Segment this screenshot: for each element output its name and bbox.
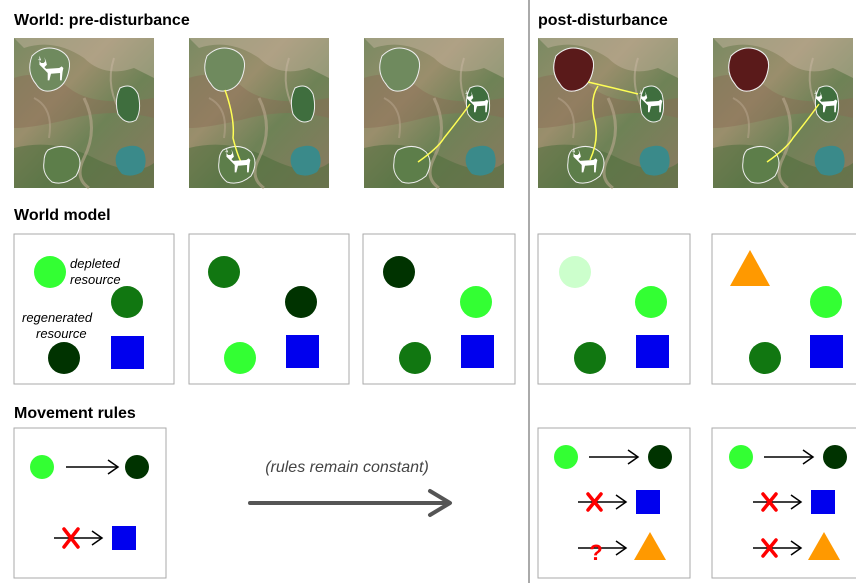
blue-square xyxy=(111,336,144,369)
blue-square xyxy=(636,490,660,514)
disturbed-area xyxy=(728,47,769,92)
depleted-resource-circle xyxy=(554,445,578,469)
orange-triangle xyxy=(634,532,666,560)
world-image-1 xyxy=(12,36,156,190)
heading-movement-rules: Movement rules xyxy=(14,405,136,422)
regenerated-resource-circle xyxy=(648,445,672,469)
heading-world-pre: World: pre-disturbance xyxy=(14,12,190,29)
depleted-resource-circle xyxy=(34,256,66,288)
depleted-resource-circle xyxy=(460,286,492,318)
blocked-arrow xyxy=(578,492,628,512)
blue-square xyxy=(811,490,835,514)
movement-path xyxy=(587,81,639,161)
cross-icon xyxy=(586,492,603,512)
medium-resource-circle xyxy=(574,342,606,374)
depleted-resource-circle xyxy=(224,342,256,374)
blocked-arrow xyxy=(753,538,803,558)
depleted-resource-circle xyxy=(810,286,842,318)
question-icon: ? xyxy=(589,540,602,565)
medium-resource-circle xyxy=(399,342,431,374)
world-image-5 xyxy=(713,38,855,188)
blue-square xyxy=(461,335,494,368)
heading-world-post: post-disturbance xyxy=(538,12,668,29)
blue-square xyxy=(112,526,136,550)
depleted-resource-circle xyxy=(30,455,54,479)
regenerated-resource-circle xyxy=(48,342,80,374)
model-panel-2 xyxy=(188,233,350,385)
depleted-resource-circle xyxy=(729,445,753,469)
model-panel-5 xyxy=(711,233,856,385)
movement-path xyxy=(417,103,471,163)
model-panel-4 xyxy=(537,233,691,385)
rules-panel-1 xyxy=(13,427,167,579)
rules-panel-3 xyxy=(711,427,856,579)
rules-panel-2: ? xyxy=(537,427,691,579)
world-image-3 xyxy=(362,36,506,190)
unknown-arrow: ? xyxy=(578,540,628,565)
arrow-right-icon xyxy=(589,449,640,465)
movement-path xyxy=(224,89,242,163)
regenerated-resource-circle xyxy=(125,455,149,479)
cross-icon xyxy=(62,527,80,549)
regenerated-resource-circle xyxy=(823,445,847,469)
faded-resource-circle xyxy=(559,256,591,288)
blue-square xyxy=(286,335,319,368)
medium-resource-circle xyxy=(749,342,781,374)
heading-world-model: World model xyxy=(14,207,111,224)
depleted-label-2: resource xyxy=(70,272,121,287)
model-panel-3 xyxy=(362,233,516,385)
disturbed-area xyxy=(553,47,594,92)
model-panel-1: depleted resource regenerated resource xyxy=(13,233,175,385)
regenerated-label-2: resource xyxy=(36,326,87,341)
arrow-right-icon xyxy=(764,449,815,465)
orange-triangle xyxy=(808,532,840,560)
rules-caption: (rules remain constant) xyxy=(265,459,429,476)
medium-resource-circle xyxy=(111,286,143,318)
depleted-resource-circle xyxy=(635,286,667,318)
arrow-right-icon xyxy=(66,459,120,475)
world-image-2 xyxy=(187,36,331,190)
blue-square xyxy=(810,335,843,368)
orange-triangle xyxy=(730,250,770,286)
blocked-arrow xyxy=(753,492,803,512)
world-image-4 xyxy=(536,36,680,190)
regenerated-label: regenerated xyxy=(22,310,93,325)
regenerated-resource-circle xyxy=(383,256,415,288)
movement-path xyxy=(766,103,820,163)
medium-resource-circle xyxy=(208,256,240,288)
depleted-label: depleted xyxy=(70,256,121,271)
cross-icon xyxy=(761,538,778,558)
cross-icon xyxy=(761,492,778,512)
constant-arrow xyxy=(248,489,452,517)
regenerated-resource-circle xyxy=(285,286,317,318)
blocked-arrow xyxy=(54,527,104,549)
blue-square xyxy=(636,335,669,368)
